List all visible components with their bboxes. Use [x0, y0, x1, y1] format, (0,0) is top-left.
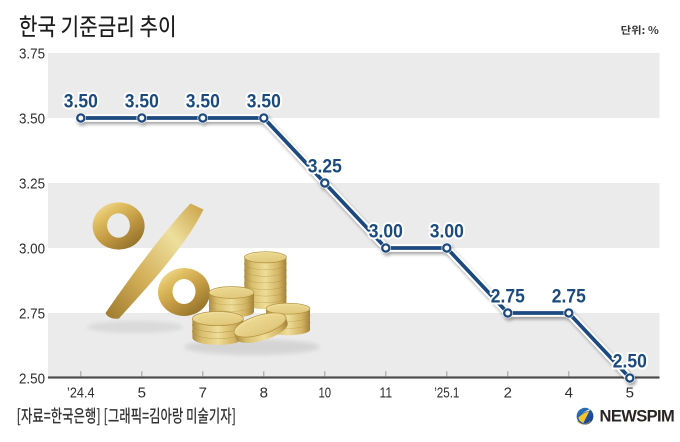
svg-text:3.75: 3.75 — [19, 45, 45, 62]
svg-text:3.50: 3.50 — [125, 92, 159, 113]
svg-text:11: 11 — [380, 384, 393, 401]
svg-text:3.25: 3.25 — [308, 157, 342, 178]
svg-text:2: 2 — [504, 384, 512, 401]
svg-text:5: 5 — [626, 384, 634, 401]
svg-text:2.75: 2.75 — [491, 287, 525, 308]
svg-text:2.75: 2.75 — [552, 287, 586, 308]
svg-text:10: 10 — [319, 384, 332, 401]
svg-text:3.50: 3.50 — [19, 110, 45, 127]
svg-text:2.50: 2.50 — [613, 352, 647, 373]
svg-text:NEWSPIM: NEWSPIM — [600, 408, 675, 426]
svg-text:8: 8 — [260, 384, 268, 401]
svg-text:3.50: 3.50 — [64, 92, 98, 113]
svg-text:4: 4 — [565, 384, 573, 401]
svg-text:3.00: 3.00 — [19, 240, 45, 257]
svg-text:2.75: 2.75 — [19, 305, 45, 322]
svg-text:3.50: 3.50 — [247, 92, 281, 113]
svg-text:3.25: 3.25 — [19, 175, 45, 192]
svg-text:3.50: 3.50 — [186, 92, 220, 113]
svg-text:7: 7 — [199, 384, 207, 401]
svg-text:3.00: 3.00 — [369, 222, 403, 243]
svg-text:5: 5 — [138, 384, 146, 401]
svg-text:’24.4: ’24.4 — [67, 384, 95, 401]
svg-text:3.00: 3.00 — [430, 222, 464, 243]
svg-text:2.50: 2.50 — [19, 370, 45, 387]
svg-text:’25.1: ’25.1 — [434, 384, 459, 401]
